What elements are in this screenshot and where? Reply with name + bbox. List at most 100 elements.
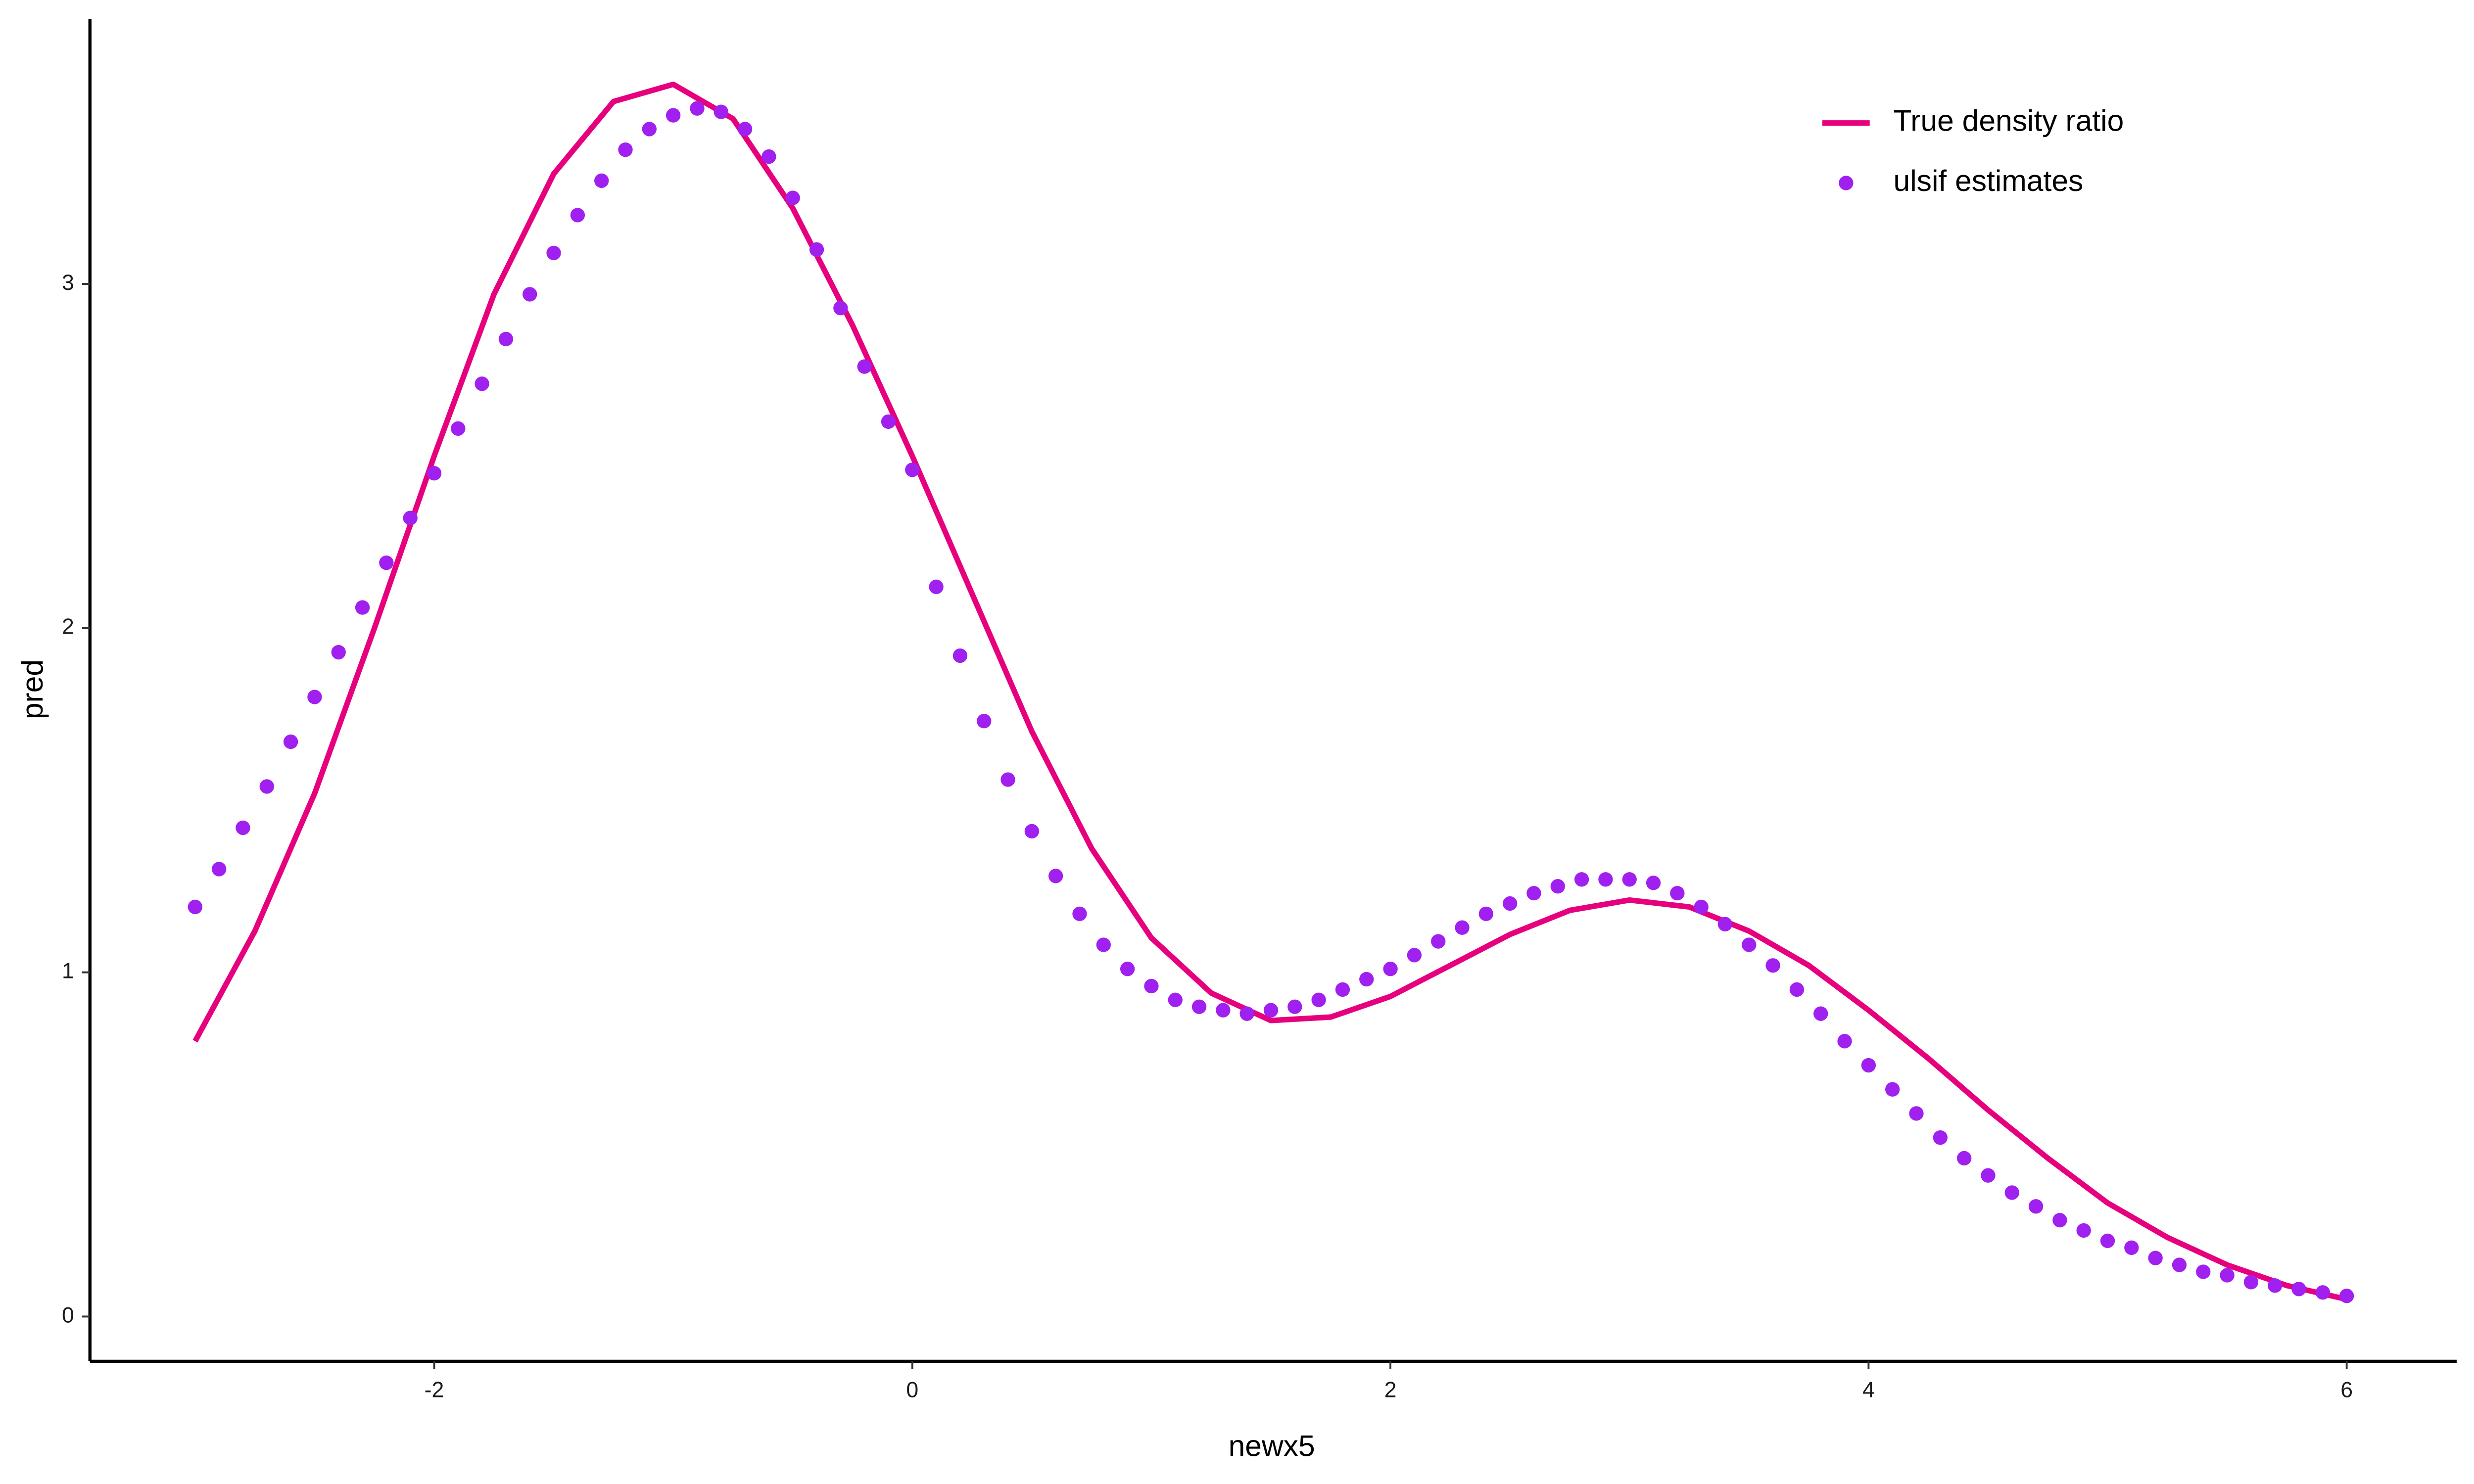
data-point xyxy=(2291,1282,2306,1297)
data-point xyxy=(642,122,657,137)
data-point xyxy=(2052,1212,2067,1228)
data-point xyxy=(929,579,944,595)
data-point xyxy=(1622,872,1637,887)
data-point xyxy=(2268,1278,2283,1293)
data-point xyxy=(2148,1251,2163,1265)
data-point xyxy=(737,122,753,137)
data-point xyxy=(331,645,346,660)
y-tick-label: 0 xyxy=(62,1303,74,1327)
data-point xyxy=(1431,934,1446,949)
data-line xyxy=(192,81,2347,1302)
data-point xyxy=(211,862,227,877)
data-point xyxy=(594,173,609,188)
data-point xyxy=(2100,1233,2115,1249)
data-point xyxy=(1455,920,1470,935)
data-point xyxy=(403,510,418,525)
data-point xyxy=(546,245,561,261)
data-point xyxy=(690,101,705,116)
data-point xyxy=(1096,937,1111,952)
data-point xyxy=(475,376,489,391)
x-tick-label: 2 xyxy=(1384,1378,1397,1402)
data-point xyxy=(1000,772,1015,787)
data-point xyxy=(977,714,992,729)
data-point xyxy=(2172,1257,2187,1272)
data-point xyxy=(881,414,896,429)
data-point xyxy=(1694,899,1709,915)
data-point xyxy=(1956,1151,1972,1166)
data-point xyxy=(1311,992,1326,1007)
data-point xyxy=(236,820,250,835)
data-point xyxy=(355,600,370,615)
x-tick-label: 0 xyxy=(906,1378,918,1402)
data-point xyxy=(523,287,537,302)
data-point xyxy=(2196,1264,2211,1279)
x-tick-label: 4 xyxy=(1862,1378,1875,1402)
data-point xyxy=(379,555,394,570)
data-point xyxy=(1048,869,1063,883)
data-point xyxy=(666,108,681,123)
data-point xyxy=(785,190,800,205)
data-point xyxy=(570,208,585,223)
data-point xyxy=(1574,872,1589,887)
data-point xyxy=(809,242,824,257)
data-point xyxy=(1072,906,1087,922)
data-point xyxy=(259,779,274,794)
data-point xyxy=(905,463,920,477)
data-point xyxy=(761,149,776,164)
data-point xyxy=(618,142,633,157)
data-point xyxy=(1550,879,1565,894)
data-point xyxy=(1837,1034,1852,1049)
data-point xyxy=(2315,1285,2331,1300)
data-point xyxy=(1287,999,1302,1014)
data-point xyxy=(1407,948,1422,963)
data-point xyxy=(1168,992,1183,1007)
data-point xyxy=(1359,972,1374,987)
data-point xyxy=(1526,885,1541,901)
legend-swatch xyxy=(1839,176,1854,190)
data-point xyxy=(2004,1185,2019,1200)
y-tick-label: 2 xyxy=(62,615,74,639)
legend-label: ulsif estimates xyxy=(1894,164,2084,197)
data-point xyxy=(857,359,872,374)
data-point xyxy=(1335,982,1350,997)
data-point xyxy=(1024,824,1040,839)
data-point xyxy=(1120,962,1135,976)
data-point xyxy=(1813,1006,1828,1021)
data-point xyxy=(1789,982,1805,997)
data-point xyxy=(1216,1003,1231,1018)
y-tick-label: 1 xyxy=(62,959,74,983)
data-point xyxy=(714,104,728,119)
y-tick-label: 3 xyxy=(62,271,74,295)
data-point xyxy=(2076,1223,2091,1238)
data-point xyxy=(952,648,968,663)
data-point xyxy=(188,899,203,915)
data-point xyxy=(1239,1006,1254,1021)
data-point xyxy=(427,466,442,481)
data-point xyxy=(2243,1275,2259,1290)
data-point xyxy=(1191,999,1207,1014)
data-point xyxy=(1909,1106,1924,1121)
data-point xyxy=(1598,872,1613,887)
data-point xyxy=(1502,896,1518,911)
data-point xyxy=(2124,1240,2139,1255)
data-point xyxy=(833,301,848,316)
data-point xyxy=(1478,906,1494,922)
data-point xyxy=(1144,978,1159,994)
y-axis-title: pred xyxy=(15,659,49,719)
data-point xyxy=(451,421,466,436)
data-point xyxy=(1383,962,1398,976)
data-point xyxy=(498,331,514,347)
data-point xyxy=(1765,958,1780,973)
data-point xyxy=(1885,1082,1900,1097)
data-point xyxy=(307,690,322,704)
x-tick-label: 6 xyxy=(2340,1378,2353,1402)
data-point xyxy=(1670,885,1685,901)
data-point xyxy=(283,734,298,749)
data-point xyxy=(1933,1130,1948,1145)
x-tick-label: -2 xyxy=(425,1378,444,1402)
legend-label: True density ratio xyxy=(1894,104,2124,138)
data-point xyxy=(1646,876,1661,890)
data-point xyxy=(1981,1168,1996,1183)
data-point xyxy=(1717,917,1733,931)
